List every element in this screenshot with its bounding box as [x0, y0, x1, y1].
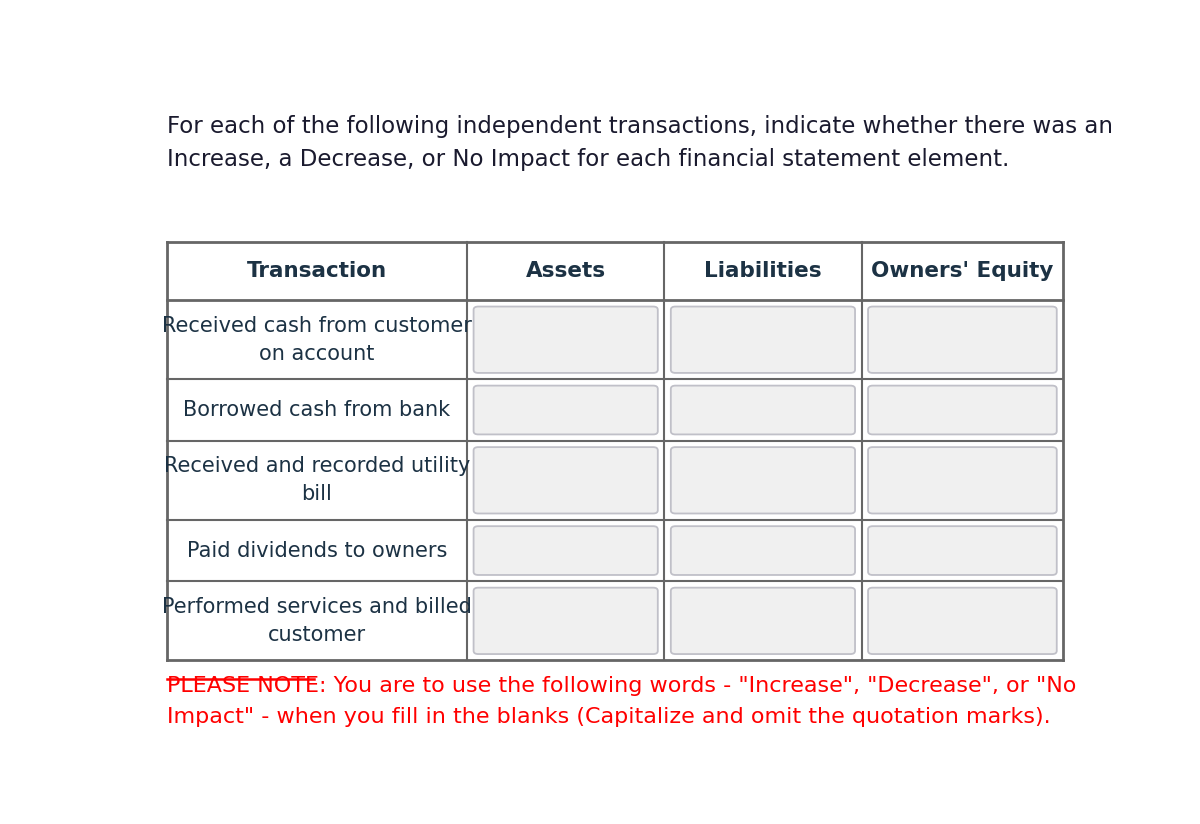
Bar [665, 241, 862, 300]
FancyBboxPatch shape [868, 527, 1057, 575]
Text: For each of the following independent transactions, indicate whether there was a: For each of the following independent tr… [167, 115, 1112, 171]
FancyBboxPatch shape [474, 527, 658, 575]
Bar [862, 581, 1063, 660]
Text: Performed services and billed
customer: Performed services and billed customer [162, 597, 472, 645]
FancyBboxPatch shape [671, 527, 856, 575]
Bar [167, 241, 467, 300]
Text: Impact" - when you fill in the blanks (Capitalize and omit the quotation marks).: Impact" - when you fill in the blanks (C… [167, 707, 1050, 727]
Bar [862, 520, 1063, 581]
Text: Liabilities: Liabilities [704, 261, 822, 281]
Bar [862, 441, 1063, 520]
Bar [167, 520, 467, 581]
Bar [467, 241, 665, 300]
Bar [467, 300, 665, 379]
Bar [862, 379, 1063, 441]
Text: Transaction: Transaction [247, 261, 386, 281]
FancyBboxPatch shape [671, 588, 856, 654]
Bar [665, 300, 862, 379]
Bar [467, 581, 665, 660]
Bar [665, 581, 862, 660]
FancyBboxPatch shape [474, 307, 658, 373]
FancyBboxPatch shape [868, 307, 1057, 373]
FancyBboxPatch shape [474, 447, 658, 513]
Text: Received and recorded utility
bill: Received and recorded utility bill [163, 456, 470, 504]
FancyBboxPatch shape [671, 307, 856, 373]
Bar [467, 520, 665, 581]
FancyBboxPatch shape [671, 386, 856, 434]
Bar [167, 581, 467, 660]
Bar [167, 379, 467, 441]
FancyBboxPatch shape [868, 447, 1057, 513]
FancyBboxPatch shape [474, 588, 658, 654]
Bar [167, 441, 467, 520]
Bar [862, 241, 1063, 300]
Bar [467, 379, 665, 441]
FancyBboxPatch shape [474, 386, 658, 434]
Bar [665, 520, 862, 581]
Bar [665, 441, 862, 520]
Bar [862, 300, 1063, 379]
Bar [167, 300, 467, 379]
Text: Received cash from customer
on account: Received cash from customer on account [162, 316, 472, 363]
Text: Borrowed cash from bank: Borrowed cash from bank [184, 400, 450, 420]
Text: Owners' Equity: Owners' Equity [871, 261, 1054, 281]
Bar [665, 379, 862, 441]
Text: Paid dividends to owners: Paid dividends to owners [187, 541, 448, 560]
Text: Assets: Assets [526, 261, 606, 281]
FancyBboxPatch shape [671, 447, 856, 513]
FancyBboxPatch shape [868, 386, 1057, 434]
Text: PLEASE NOTE: You are to use the following words - "Increase", "Decrease", or "No: PLEASE NOTE: You are to use the followin… [167, 677, 1076, 696]
Bar [467, 441, 665, 520]
FancyBboxPatch shape [868, 588, 1057, 654]
